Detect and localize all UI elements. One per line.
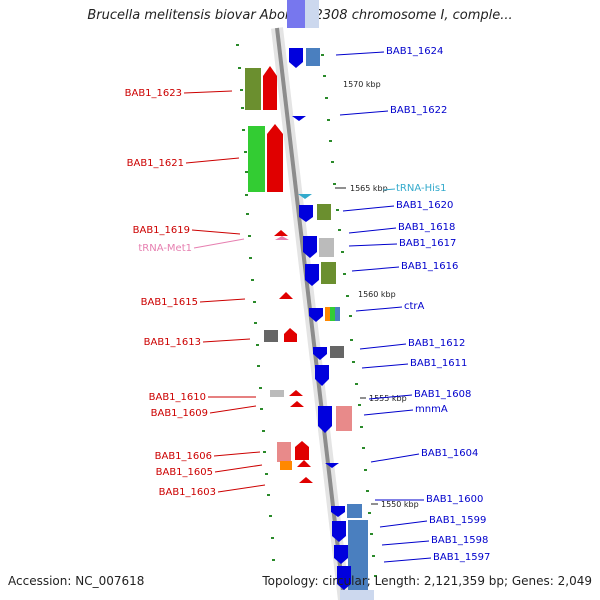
gene-label-BAB1_1611: BAB1_1611 [410, 358, 467, 369]
feature-BAB1_1621-b [267, 124, 283, 192]
feature-BAB1_1604 [325, 463, 339, 468]
gene-label-BAB1_1606: BAB1_1606 [155, 451, 212, 462]
feature-mnmA [336, 406, 352, 431]
feature-BAB1_1624-a [289, 48, 303, 68]
topology-summary: Topology: circular; Length: 2,121,359 bp… [262, 574, 592, 588]
feature-BAB1_1622 [292, 116, 306, 121]
gene-label-ctrA: ctrA [404, 301, 425, 312]
gene-label-BAB1_1597: BAB1_1597 [433, 552, 490, 563]
kbp-label-1565: 1565 kbp [350, 184, 388, 193]
feature-BAB1_1608 [318, 406, 332, 433]
feature-BAB1_1618 [303, 236, 317, 258]
feature-BAB1_1621-a [248, 126, 265, 192]
gene-label-tRNA-His1: tRNA-His1 [396, 183, 446, 194]
kbp-scale: 1570 kbp 1565 kbp 1560 kbp 1555 kbp 1550… [335, 80, 419, 509]
gene-label-BAB1_1598: BAB1_1598 [431, 535, 488, 546]
gene-label-BAB1_1600: BAB1_1600 [426, 494, 483, 505]
feature-BAB1_1599 [332, 521, 346, 542]
feature-BAB1_1624-b [306, 48, 320, 66]
gene-label-BAB1_1618: BAB1_1618 [398, 222, 455, 233]
feature-top-a [287, 0, 305, 28]
feature-BAB1_1603 [299, 477, 313, 483]
feature-top-b [305, 0, 319, 28]
gene-label-mnmA: mnmA [415, 404, 448, 415]
feature-BAB1_1623-b [263, 66, 277, 110]
feature-tRNA-His1 [298, 194, 312, 199]
feature-tRNA-Met1 [275, 236, 289, 240]
feature-BAB1_1597 [337, 566, 351, 590]
feature-BAB1_1612 [313, 347, 327, 360]
reverse-features [287, 0, 374, 600]
gene-label-BAB1_1603: BAB1_1603 [159, 487, 216, 498]
gene-label-BAB1_1613: BAB1_1613 [144, 337, 201, 348]
feature-BAB1_1613-b [284, 328, 297, 342]
feature-BAB1_1617 [319, 238, 334, 257]
gene-label-BAB1_1615: BAB1_1615 [141, 297, 198, 308]
gene-label-BAB1_1623: BAB1_1623 [125, 88, 182, 99]
gene-label-tRNA-Met1: tRNA-Met1 [138, 243, 192, 254]
gene-label-BAB1_1624: BAB1_1624 [386, 46, 443, 57]
gene-label-BAB1_1616: BAB1_1616 [401, 261, 458, 272]
feature-BAB1_1611 [315, 365, 329, 386]
gene-label-BAB1_1622: BAB1_1622 [390, 105, 447, 116]
feature-ctrA-c [330, 307, 335, 321]
feature-BAB1_1619 [274, 230, 288, 236]
feature-BAB1_1600-b [347, 504, 362, 518]
tick-marks [236, 44, 377, 577]
gene-label-BAB1_1617: BAB1_1617 [399, 238, 456, 249]
gene-label-BAB1_1619: BAB1_1619 [133, 225, 190, 236]
feature-BAB1_1609 [290, 401, 304, 407]
kbp-label-1555: 1555 kbp [369, 394, 407, 403]
left-labels: BAB1_1623 BAB1_1621 BAB1_1619 tRNA-Met1 … [125, 88, 216, 498]
feature-BAB1_1616-a [305, 264, 319, 286]
feature-BAB1_1620-b [317, 204, 331, 220]
kbp-label-1550: 1550 kbp [381, 500, 419, 509]
accession-text: Accession: NC_007618 [8, 574, 145, 588]
feature-BAB1_1616-b [321, 262, 336, 284]
feature-BAB1_1606-b [295, 441, 309, 460]
feature-BAB1_1610-b [289, 390, 303, 396]
gene-label-BAB1_1620: BAB1_1620 [396, 200, 453, 211]
feature-BAB1_1606-a [277, 442, 291, 462]
feature-BAB1_1623-a [245, 68, 261, 110]
leader-lines-right [335, 51, 432, 563]
gene-label-BAB1_1610: BAB1_1610 [149, 392, 206, 403]
feature-BAB1_1620-a [299, 205, 313, 222]
feature-BAB1_1599-b [348, 520, 368, 600]
kbp-label-1570: 1570 kbp [343, 80, 381, 89]
feature-BAB1_1600-a [331, 506, 345, 517]
leader-lines-left [183, 90, 266, 493]
right-labels: BAB1_1624 BAB1_1622 tRNA-His1 BAB1_1620 … [386, 46, 490, 563]
gene-label-BAB1_1608: BAB1_1608 [414, 389, 471, 400]
gene-label-BAB1_1605: BAB1_1605 [156, 467, 213, 478]
feature-bottom [340, 590, 374, 600]
kbp-label-1560: 1560 kbp [358, 290, 396, 299]
gene-label-BAB1_1609: BAB1_1609 [151, 408, 208, 419]
gene-label-BAB1_1604: BAB1_1604 [421, 448, 478, 459]
gene-label-BAB1_1599: BAB1_1599 [429, 515, 486, 526]
forward-features [245, 66, 313, 483]
gene-label-BAB1_1612: BAB1_1612 [408, 338, 465, 349]
feature-BAB1_1598 [334, 545, 348, 564]
feature-BAB1_1615 [279, 292, 293, 299]
gene-label-BAB1_1621: BAB1_1621 [127, 158, 184, 169]
feature-ctrA-d [335, 307, 340, 321]
feature-BAB1_1612-b [330, 346, 344, 358]
feature-ctrA-b [325, 307, 330, 321]
feature-ctrA-a [309, 308, 323, 322]
feature-BAB1_1610-a [270, 390, 284, 397]
feature-BAB1_1605-b [297, 460, 311, 467]
feature-BAB1_1613-a [264, 330, 278, 342]
feature-BAB1_1605-a [280, 461, 292, 470]
